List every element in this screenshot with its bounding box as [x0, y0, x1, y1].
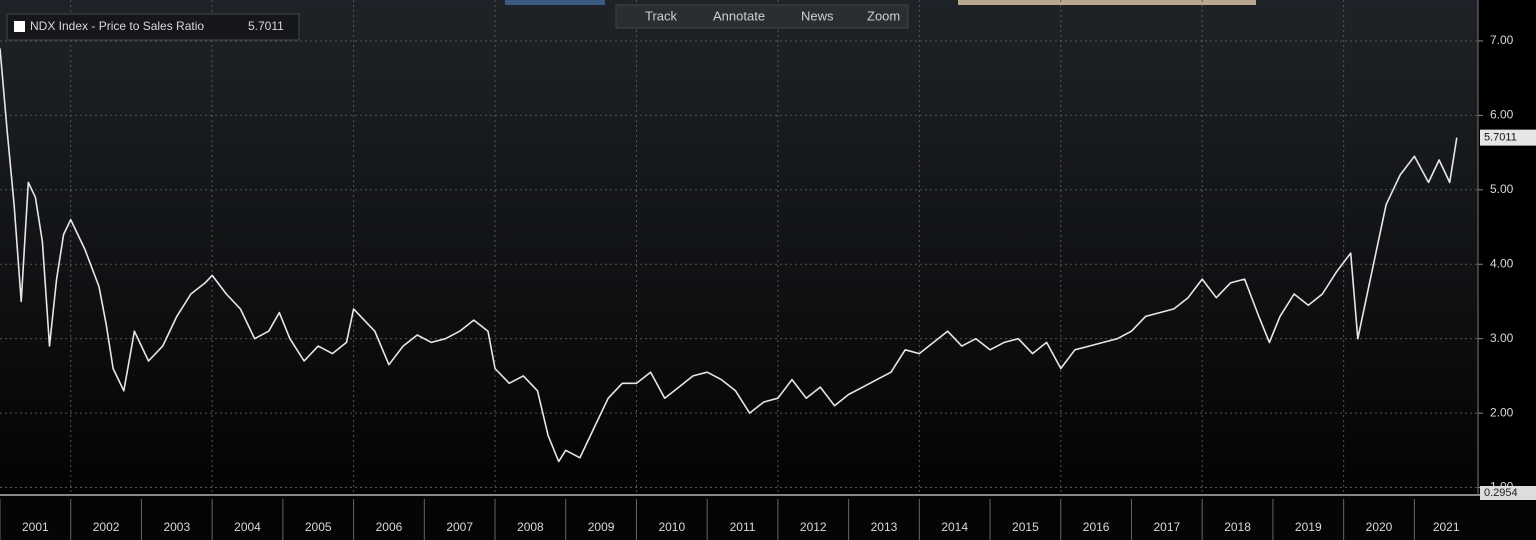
- x-tick-label: 2015: [1012, 520, 1039, 534]
- y-tick-label: 6.00: [1490, 108, 1514, 122]
- x-tick-label: 2001: [22, 520, 49, 534]
- track-button[interactable]: Track: [645, 8, 678, 23]
- plot-background: [0, 0, 1478, 495]
- button-label[interactable]: Annotate: [713, 8, 765, 23]
- x-tick-label: 2006: [376, 520, 403, 534]
- x-tick-label: 2004: [234, 520, 261, 534]
- legend: NDX Index - Price to Sales Ratio 5.7011: [6, 13, 300, 41]
- y-axis-background: [1478, 0, 1536, 495]
- last-value-label: 5.7011: [1484, 132, 1517, 144]
- annotate-button[interactable]: Annotate: [713, 8, 765, 23]
- y-tick-label: 2.00: [1490, 405, 1514, 419]
- button-label[interactable]: News: [801, 8, 834, 23]
- x-tick-label: 2012: [800, 520, 827, 534]
- x-tick-label: 2005: [305, 520, 332, 534]
- y-tick-label: 7.00: [1490, 33, 1514, 47]
- last-value-box: [1480, 129, 1536, 146]
- y-tick-label: 5.00: [1490, 182, 1514, 196]
- x-tick-label: 2021: [1433, 520, 1460, 534]
- x-tick-label: 2016: [1083, 520, 1110, 534]
- annotation-box: [1480, 486, 1536, 500]
- x-tick-label: 2007: [446, 520, 473, 534]
- y-tick-label: 4.00: [1490, 256, 1514, 270]
- x-tick-label: 2010: [658, 520, 685, 534]
- legend-box: [6, 13, 300, 41]
- x-tick-label: 2008: [517, 520, 544, 534]
- x-tick-label: 2009: [588, 520, 615, 534]
- toolbar: Track Annotate News Zoom: [615, 4, 909, 29]
- top-tab: [505, 0, 605, 5]
- x-tick-label: 2011: [730, 520, 756, 534]
- x-tick-label: 2020: [1366, 520, 1393, 534]
- legend-swatch: [14, 21, 25, 32]
- x-tick-label: 2013: [871, 520, 898, 534]
- annotation: 0.2954: [1484, 487, 1518, 499]
- y-tick-label: 3.00: [1490, 331, 1514, 345]
- top-tab: [958, 0, 1256, 5]
- line: [0, 48, 1458, 463]
- x-tick-label: 2003: [163, 520, 190, 534]
- legend-label: NDX Index - Price to Sales Ratio: [30, 19, 204, 33]
- x-tick-label: 2017: [1153, 520, 1180, 534]
- x-tick-label: 2018: [1224, 520, 1251, 534]
- x-tick-label: 2002: [93, 520, 120, 534]
- button-label[interactable]: Track: [645, 8, 678, 23]
- x-tick-label: 2014: [941, 520, 968, 534]
- button-label[interactable]: Zoom: [867, 8, 900, 23]
- zoom-button[interactable]: Zoom: [867, 8, 900, 23]
- toolbar-background: [615, 4, 909, 29]
- legend-value: 5.7011: [248, 19, 284, 33]
- x-axis-background: [0, 495, 1536, 540]
- x-tick-label: 2019: [1295, 520, 1322, 534]
- news-button[interactable]: News: [801, 8, 834, 23]
